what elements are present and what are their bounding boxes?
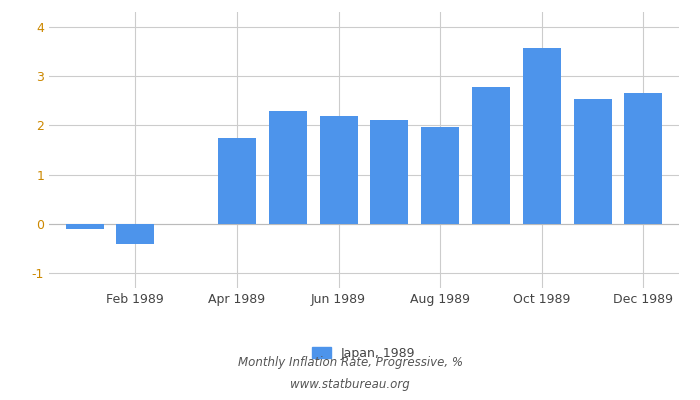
- Bar: [370, 120, 409, 224]
- Text: Monthly Inflation Rate, Progressive, %: Monthly Inflation Rate, Progressive, %: [237, 356, 463, 369]
- Bar: [116, 224, 155, 244]
- Bar: [523, 48, 561, 224]
- Bar: [624, 93, 662, 224]
- Bar: [472, 87, 510, 224]
- Bar: [66, 224, 104, 229]
- Bar: [218, 138, 256, 224]
- Bar: [269, 110, 307, 224]
- Bar: [421, 127, 459, 224]
- Legend: Japan, 1989: Japan, 1989: [307, 342, 421, 364]
- Text: www.statbureau.org: www.statbureau.org: [290, 378, 410, 391]
- Bar: [573, 99, 612, 224]
- Bar: [319, 116, 358, 224]
